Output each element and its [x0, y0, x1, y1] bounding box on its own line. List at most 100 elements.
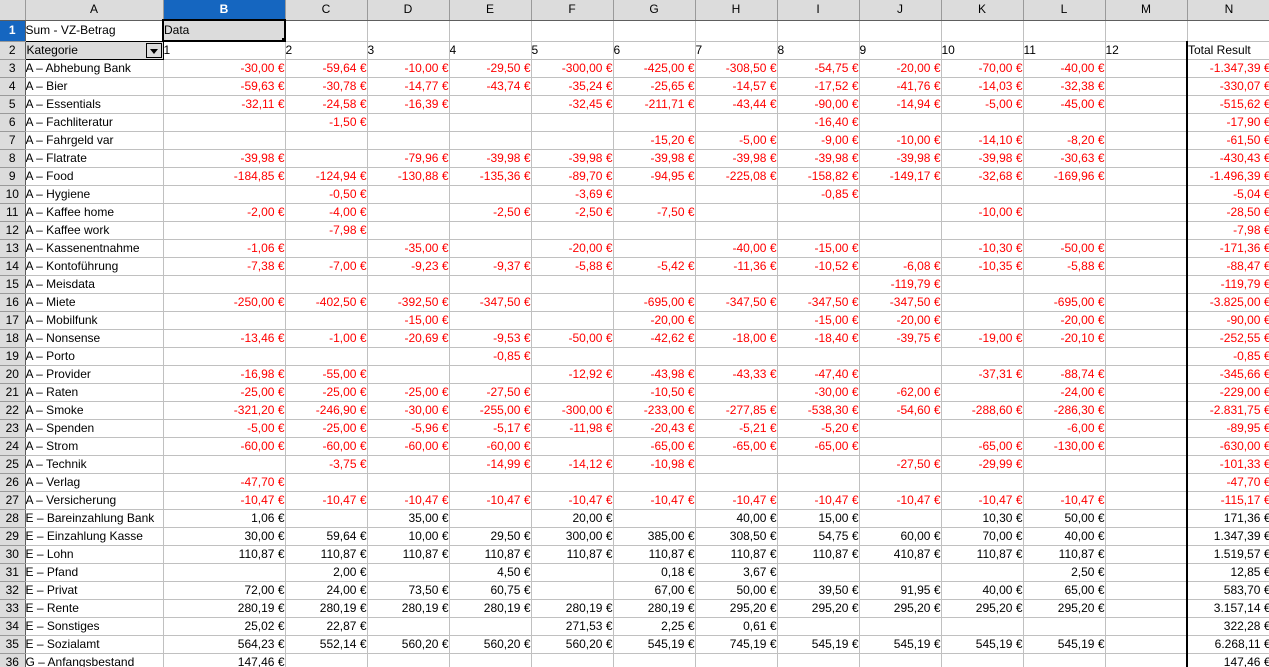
value-cell[interactable]: [285, 473, 368, 492]
table-row[interactable]: 35 E – Sozialamt 564,23 €552,14 €560,20 €5…: [0, 635, 1269, 654]
col-label-1[interactable]: 1: [163, 41, 286, 60]
table-row[interactable]: 23 A – Spenden -5,00 € -25,00 € -5,96 € -5,17…: [0, 419, 1269, 438]
value-cell[interactable]: 0,61 €: [695, 617, 778, 636]
value-cell[interactable]: -60,00 €: [449, 437, 532, 456]
category-label[interactable]: A – Fachliteratur: [25, 113, 164, 132]
value-cell[interactable]: [531, 383, 614, 402]
value-cell[interactable]: -32,38 €: [1023, 77, 1106, 96]
row-total-cell[interactable]: -89,95 €: [1186, 419, 1269, 438]
column-header-h[interactable]: H: [695, 0, 778, 21]
value-cell[interactable]: [695, 203, 778, 222]
value-cell[interactable]: -62,00 €: [859, 383, 942, 402]
value-cell[interactable]: 280,19 €: [449, 599, 532, 618]
value-cell[interactable]: [1105, 401, 1188, 420]
table-row[interactable]: 11 A – Kaffee home -2,00 € -4,00 € -2,50 € -2…: [0, 203, 1269, 222]
value-cell[interactable]: [367, 653, 450, 667]
value-cell[interactable]: [1023, 221, 1106, 240]
value-cell[interactable]: [1105, 113, 1188, 132]
cell-f1[interactable]: [449, 20, 532, 42]
value-cell[interactable]: [941, 293, 1024, 312]
row-total-cell[interactable]: -1.496,39 €: [1186, 167, 1269, 186]
value-cell[interactable]: [859, 563, 942, 582]
col-label-4[interactable]: 4: [449, 41, 532, 60]
value-cell[interactable]: [777, 563, 860, 582]
value-cell[interactable]: 40,00 €: [695, 509, 778, 528]
value-cell[interactable]: [1105, 203, 1188, 222]
value-cell[interactable]: [941, 347, 1024, 366]
category-label[interactable]: A – Strom: [25, 437, 164, 456]
value-cell[interactable]: [1105, 59, 1188, 78]
value-cell[interactable]: 2,50 €: [1023, 563, 1106, 582]
value-cell[interactable]: -10,00 €: [859, 131, 942, 150]
value-cell[interactable]: 40,00 €: [941, 581, 1024, 600]
table-row[interactable]: 13 A – Kassenentnahme -1,06 € -35,00 € -20,0…: [0, 239, 1269, 258]
value-cell[interactable]: [859, 203, 942, 222]
value-cell[interactable]: -39,98 €: [531, 149, 614, 168]
row-header-1[interactable]: 1: [0, 20, 26, 42]
value-cell[interactable]: -308,50 €: [695, 59, 778, 78]
value-cell[interactable]: [531, 653, 614, 667]
value-cell[interactable]: [1105, 365, 1188, 384]
value-cell[interactable]: [695, 383, 778, 402]
data-field-cell[interactable]: Data: [162, 19, 286, 42]
column-header-m[interactable]: M: [1105, 0, 1188, 21]
value-cell[interactable]: [1105, 527, 1188, 546]
value-cell[interactable]: [449, 131, 532, 150]
value-cell[interactable]: -0,50 €: [285, 185, 368, 204]
value-cell[interactable]: -6,08 €: [859, 257, 942, 276]
value-cell[interactable]: 552,14 €: [285, 635, 368, 654]
value-cell[interactable]: -55,00 €: [285, 365, 368, 384]
value-cell[interactable]: -20,00 €: [1023, 311, 1106, 330]
table-row[interactable]: 16 A – Miete -250,00 € -402,50 € -392,50 € -3…: [0, 293, 1269, 312]
row-header-19[interactable]: 19: [0, 347, 26, 366]
value-cell[interactable]: -347,50 €: [695, 293, 778, 312]
value-cell[interactable]: -7,50 €: [613, 203, 696, 222]
value-cell[interactable]: -20,00 €: [859, 311, 942, 330]
row-total-cell[interactable]: -5,04 €: [1186, 185, 1269, 204]
value-cell[interactable]: -24,58 €: [285, 95, 368, 114]
value-cell[interactable]: [695, 113, 778, 132]
value-cell[interactable]: -60,00 €: [367, 437, 450, 456]
row-total-cell[interactable]: -171,36 €: [1186, 239, 1269, 258]
value-cell[interactable]: [531, 437, 614, 456]
value-cell[interactable]: -20,43 €: [613, 419, 696, 438]
value-cell[interactable]: -37,31 €: [941, 365, 1024, 384]
value-cell[interactable]: -41,76 €: [859, 77, 942, 96]
value-cell[interactable]: 70,00 €: [941, 527, 1024, 546]
col-label-12[interactable]: 12: [1105, 41, 1188, 60]
column-header-e[interactable]: E: [449, 0, 532, 21]
value-cell[interactable]: [1023, 455, 1106, 474]
value-cell[interactable]: [1105, 545, 1188, 564]
value-cell[interactable]: -10,00 €: [367, 59, 450, 78]
value-cell[interactable]: [285, 131, 368, 150]
value-cell[interactable]: 545,19 €: [613, 635, 696, 654]
value-cell[interactable]: 10,30 €: [941, 509, 1024, 528]
value-cell[interactable]: 110,87 €: [941, 545, 1024, 564]
value-cell[interactable]: -7,00 €: [285, 257, 368, 276]
category-label[interactable]: A – Technik: [25, 455, 164, 474]
value-cell[interactable]: -25,00 €: [285, 419, 368, 438]
value-cell[interactable]: -32,68 €: [941, 167, 1024, 186]
value-cell[interactable]: -1,06 €: [163, 239, 286, 258]
row-header-34[interactable]: 34: [0, 617, 26, 636]
value-cell[interactable]: [695, 275, 778, 294]
value-cell[interactable]: [163, 311, 286, 330]
row-total-cell[interactable]: 12,85 €: [1186, 563, 1269, 582]
column-header-b[interactable]: B: [163, 0, 286, 21]
value-cell[interactable]: -300,00 €: [531, 59, 614, 78]
value-cell[interactable]: -347,50 €: [859, 293, 942, 312]
value-cell[interactable]: -25,00 €: [163, 383, 286, 402]
value-cell[interactable]: [367, 473, 450, 492]
value-cell[interactable]: -5,88 €: [531, 257, 614, 276]
value-cell[interactable]: [367, 203, 450, 222]
value-cell[interactable]: 30,00 €: [163, 527, 286, 546]
row-header-29[interactable]: 29: [0, 527, 26, 546]
category-label[interactable]: A – Meisdata: [25, 275, 164, 294]
row-header-17[interactable]: 17: [0, 311, 26, 330]
row-header-30[interactable]: 30: [0, 545, 26, 564]
value-cell[interactable]: [449, 275, 532, 294]
category-label[interactable]: E – Pfand: [25, 563, 164, 582]
category-label[interactable]: E – Privat: [25, 581, 164, 600]
